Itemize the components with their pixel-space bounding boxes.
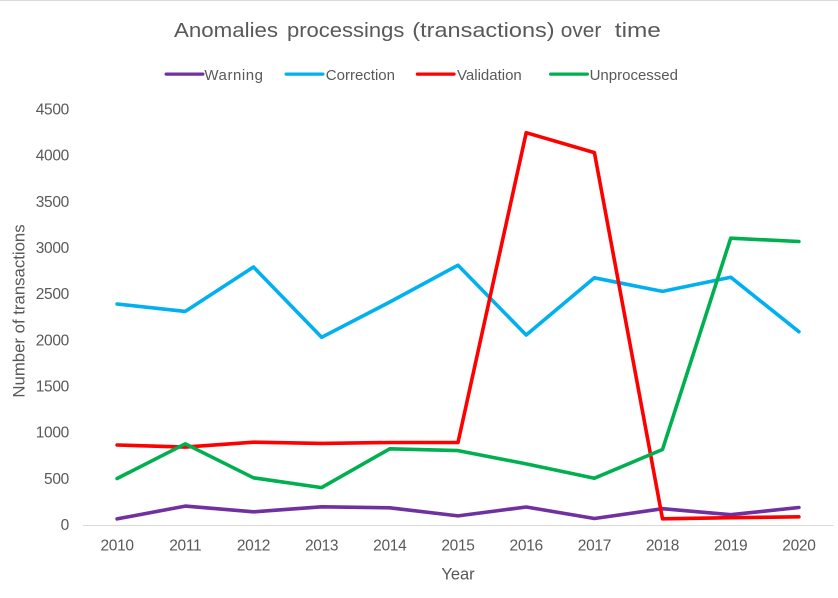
svg-text:1500: 1500 [36,379,70,396]
svg-text:2012: 2012 [237,538,270,555]
svg-text:over: over [561,21,602,43]
svg-text:Warning: Warning [204,67,263,84]
svg-text:Unprocessed: Unprocessed [590,67,678,84]
svg-text:2020: 2020 [782,538,816,555]
svg-text:2016: 2016 [510,538,543,555]
svg-text:3500: 3500 [36,194,70,211]
svg-text:2013: 2013 [305,538,338,555]
svg-text:2011: 2011 [169,538,201,555]
svg-text:4000: 4000 [36,148,70,165]
svg-text:(transactions): (transactions) [412,19,554,42]
svg-text:1000: 1000 [36,425,70,442]
svg-text:Anomalies: Anomalies [174,20,278,42]
svg-text:time: time [615,19,661,41]
svg-text:2018: 2018 [646,538,679,555]
svg-text:2017: 2017 [578,538,611,555]
svg-text:500: 500 [44,471,70,488]
svg-text:Correction: Correction [326,67,395,84]
svg-text:2019: 2019 [714,538,747,555]
svg-text:Number of transactions: Number of transactions [9,224,28,397]
svg-text:2010: 2010 [100,538,134,555]
svg-text:4500: 4500 [36,102,70,119]
svg-text:processings: processings [287,20,404,42]
svg-text:0: 0 [61,517,70,534]
svg-text:Validation: Validation [457,67,522,84]
svg-text:3000: 3000 [36,240,70,257]
svg-text:2014: 2014 [373,538,407,555]
svg-text:2015: 2015 [441,538,474,555]
svg-text:2500: 2500 [36,286,70,303]
svg-text:Year: Year [441,565,475,583]
svg-text:2000: 2000 [36,332,70,349]
